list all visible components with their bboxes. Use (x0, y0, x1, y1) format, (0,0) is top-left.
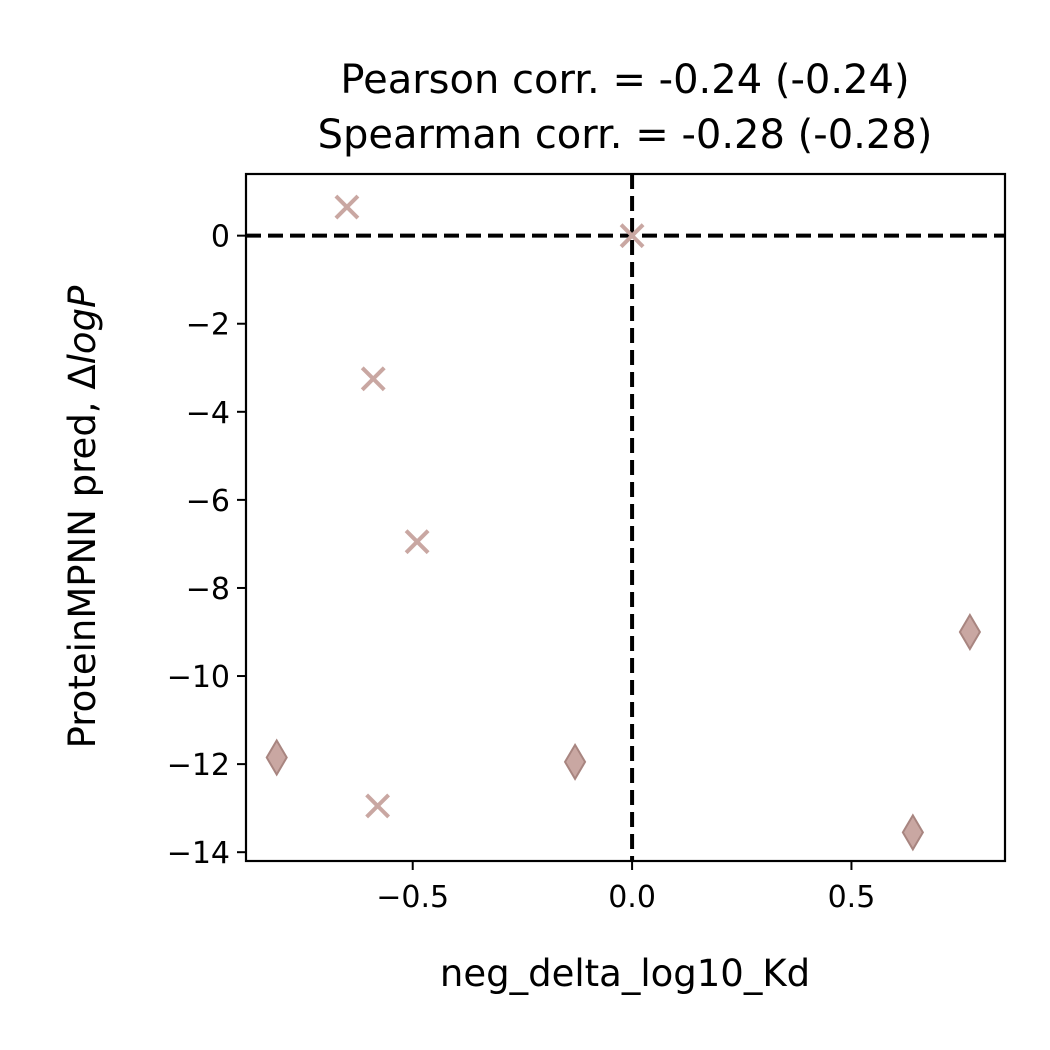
y-tick-label: −2 (186, 308, 230, 343)
x-marker-point (365, 793, 391, 819)
title-line-spearman: Spearman corr. = -0.28 (-0.28) (318, 112, 933, 158)
y-tick-label: −8 (186, 572, 230, 607)
y-tick-label: −12 (167, 748, 230, 783)
y-tick-label: 0 (211, 220, 230, 255)
chart-title: Pearson corr. = -0.24 (-0.24) Spearman c… (318, 57, 933, 158)
reference-lines (246, 174, 1005, 861)
y-axis-label-italic: logP (61, 285, 104, 364)
x-marker-point (334, 194, 360, 220)
x-tick-label: −0.5 (376, 880, 449, 915)
title-line-pearson: Pearson corr. = -0.24 (-0.24) (340, 57, 909, 103)
x-marker-point (619, 223, 645, 249)
x-axis: −0.5 0.0 0.5 (376, 861, 875, 915)
x-axis-label: neg_delta_log10_Kd (440, 952, 810, 995)
y-tick-label: −6 (186, 484, 230, 519)
y-axis-label: ProteinMPNN pred, ΔlogP (61, 285, 104, 748)
diamond-marker-point (563, 742, 587, 781)
diamond-marker-point (265, 738, 288, 777)
plot-frame (244, 172, 1007, 863)
y-axis: 0 −2 −4 −6 −8 −10 −12 −14 (167, 220, 246, 871)
diamond-marker-point (958, 613, 982, 651)
data-points (265, 194, 982, 852)
y-tick-label: −14 (167, 836, 230, 871)
x-marker-point (404, 529, 430, 555)
y-tick-label: −10 (167, 660, 230, 695)
y-tick-label: −4 (186, 396, 230, 431)
x-marker-point (360, 366, 386, 392)
x-tick-label: 0.0 (608, 880, 656, 915)
y-axis-label-main: ProteinMPNN pred, Δ (61, 364, 104, 748)
x-tick-label: 0.5 (828, 880, 876, 915)
diamond-marker-point (901, 813, 925, 852)
